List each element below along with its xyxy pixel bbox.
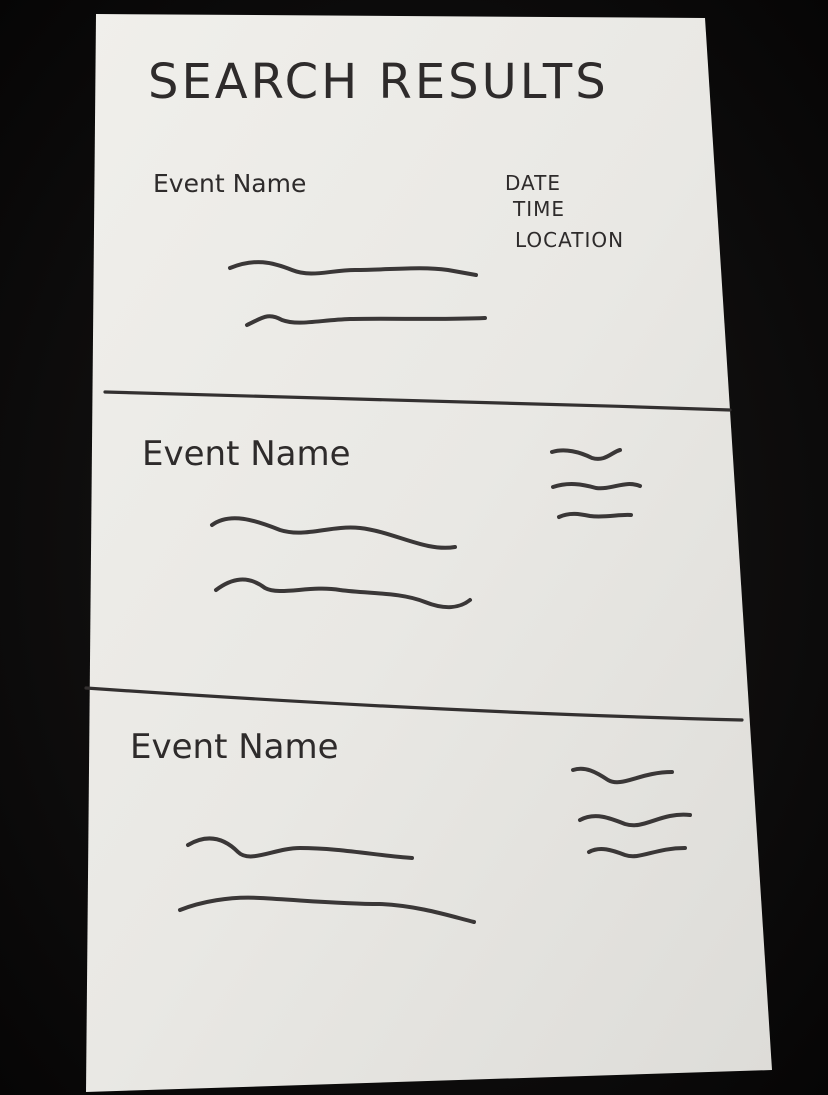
- result-card-3[interactable]: Event Name: [130, 727, 692, 924]
- result-card-2[interactable]: Event Name: [142, 434, 642, 609]
- paper-sheet: [86, 14, 772, 1092]
- date-label: DATE: [505, 171, 561, 195]
- description-placeholder-line: [178, 895, 476, 924]
- meta-placeholder-line: [557, 511, 633, 519]
- meta-placeholder-line: [578, 812, 692, 828]
- meta-placeholder-line: [550, 448, 622, 461]
- meta-placeholder-line: [571, 766, 674, 785]
- event-name: Event Name: [130, 727, 339, 767]
- description-placeholder-line: [245, 314, 487, 327]
- description-placeholder-line: [186, 836, 414, 860]
- result-card-1[interactable]: Event Name DATE TIME LOCATION: [153, 169, 624, 327]
- description-placeholder-line: [214, 577, 472, 609]
- description-placeholder-line: [228, 260, 478, 277]
- description-placeholder-line: [210, 516, 457, 550]
- event-name: Event Name: [153, 169, 306, 198]
- page-title: SEARCH RESULTS: [148, 54, 609, 110]
- time-label: TIME: [512, 197, 565, 221]
- meta-placeholder-line: [551, 482, 642, 491]
- result-divider: [84, 686, 744, 722]
- location-label: LOCATION: [515, 228, 624, 252]
- result-divider: [103, 390, 732, 412]
- event-name: Event Name: [142, 434, 351, 474]
- meta-placeholder-line: [587, 846, 687, 859]
